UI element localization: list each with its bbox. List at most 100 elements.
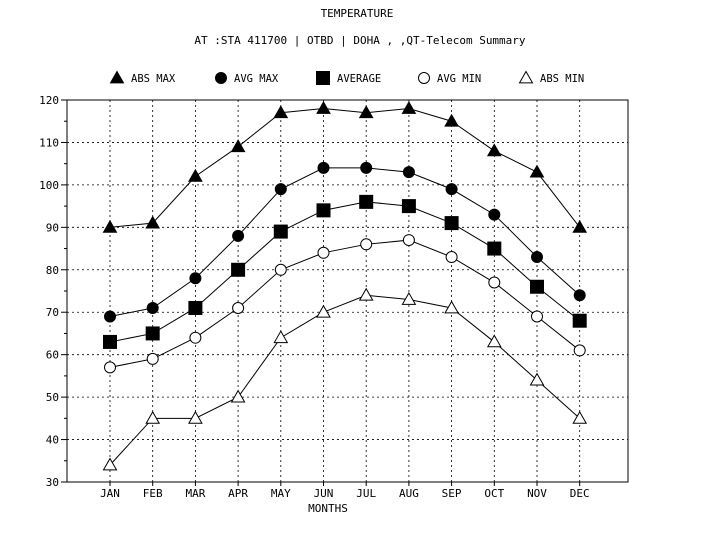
data-point xyxy=(572,410,588,424)
x-tick-label: MAR xyxy=(185,487,205,500)
data-point xyxy=(316,203,331,218)
x-tick-label: JAN xyxy=(100,487,120,500)
x-tick-label: DEC xyxy=(570,487,590,500)
data-point xyxy=(572,219,588,233)
data-point xyxy=(572,313,587,328)
data-point xyxy=(360,238,373,251)
data-point xyxy=(573,344,586,357)
legend-marker xyxy=(418,72,430,84)
x-tick-label: JUN xyxy=(314,487,334,500)
data-point xyxy=(486,143,502,157)
x-tick-label: OCT xyxy=(484,487,504,500)
series-abs-min xyxy=(102,287,588,471)
data-point xyxy=(401,291,417,305)
data-point xyxy=(401,100,417,114)
data-point xyxy=(531,310,543,323)
data-point xyxy=(488,276,501,289)
x-tick-label: MAY xyxy=(271,487,291,500)
y-tick-label: 110 xyxy=(39,136,59,149)
data-point xyxy=(445,183,458,196)
y-tick-label: 70 xyxy=(46,306,59,319)
legend-label: ABS MAX xyxy=(131,73,176,85)
y-tick-label: 50 xyxy=(46,391,59,404)
series-line xyxy=(109,201,581,343)
x-tick-label: JUL xyxy=(356,487,376,500)
data-point xyxy=(488,208,501,221)
legend-label: AVG MIN xyxy=(437,73,481,85)
x-tick-label: NOV xyxy=(527,487,547,500)
data-point xyxy=(573,289,586,302)
legend-marker xyxy=(518,70,534,84)
x-tick-label: AUG xyxy=(399,487,419,500)
data-point xyxy=(402,234,415,247)
data-point xyxy=(146,301,159,314)
y-tick-label: 30 xyxy=(46,476,59,489)
data-point xyxy=(486,334,502,348)
series-avg-max xyxy=(104,161,586,323)
series-abs-max xyxy=(102,100,588,233)
series-avg-min xyxy=(104,234,586,374)
legend-label: ABS MIN xyxy=(540,73,584,85)
data-point xyxy=(102,219,118,233)
data-point xyxy=(402,166,415,179)
legend-marker xyxy=(316,71,330,85)
series-line xyxy=(109,239,581,368)
y-tick-label: 90 xyxy=(46,221,59,234)
data-point xyxy=(146,352,159,365)
data-point xyxy=(145,410,161,424)
data-point xyxy=(232,301,245,314)
data-point xyxy=(359,194,374,209)
data-point xyxy=(230,139,246,153)
data-point xyxy=(188,300,203,315)
series-line xyxy=(109,294,581,466)
chart-title: TEMPERATURE xyxy=(321,7,394,20)
x-tick-label: SEP xyxy=(442,487,462,500)
y-tick-label: 100 xyxy=(39,179,59,192)
x-axis-label: MONTHS xyxy=(308,502,348,515)
chart-axes: 30 40 50 60 70 80 90 100 110 120 JAN FEB MAR APR MAY JU… xyxy=(39,94,590,500)
data-point xyxy=(189,272,202,285)
data-point xyxy=(274,183,287,196)
data-point xyxy=(145,215,161,229)
y-tick-label: 120 xyxy=(39,94,59,107)
data-point xyxy=(102,457,118,471)
data-point xyxy=(188,410,203,424)
data-point xyxy=(273,330,289,344)
data-point xyxy=(316,304,331,318)
series-average xyxy=(103,194,587,349)
data-point xyxy=(316,100,331,114)
legend-marker xyxy=(215,72,227,84)
data-point xyxy=(274,263,287,276)
data-point xyxy=(189,331,202,344)
chart-legend: ABS MAX AVG MAX AVERAGE AVG MIN ABS MIN xyxy=(109,70,584,85)
data-point xyxy=(104,361,116,374)
x-tick-label: APR xyxy=(228,487,248,500)
data-point xyxy=(531,251,543,264)
data-point xyxy=(358,105,374,119)
data-point xyxy=(231,262,246,277)
data-point xyxy=(273,105,289,119)
data-point xyxy=(360,161,373,174)
y-tick-label: 40 xyxy=(46,434,59,447)
data-point xyxy=(273,224,288,239)
data-point xyxy=(529,372,545,386)
x-tick-label: FEB xyxy=(143,487,163,500)
data-point xyxy=(232,229,245,242)
data-point xyxy=(358,287,374,301)
chart-subtitle: AT :STA 411700 | OTBD | DOHA , ,QT-Telec… xyxy=(194,34,526,47)
y-tick-label: 80 xyxy=(46,264,59,277)
data-point xyxy=(230,389,246,403)
y-tick-label: 60 xyxy=(46,349,59,362)
data-point xyxy=(487,241,502,256)
data-point xyxy=(444,216,459,231)
data-point xyxy=(444,300,459,314)
data-point xyxy=(145,326,160,341)
data-point xyxy=(317,246,330,259)
chart-series xyxy=(102,100,588,471)
series-line xyxy=(109,167,581,317)
data-point xyxy=(444,113,459,127)
data-point xyxy=(530,279,544,294)
data-point xyxy=(529,164,545,178)
data-point xyxy=(401,199,416,214)
